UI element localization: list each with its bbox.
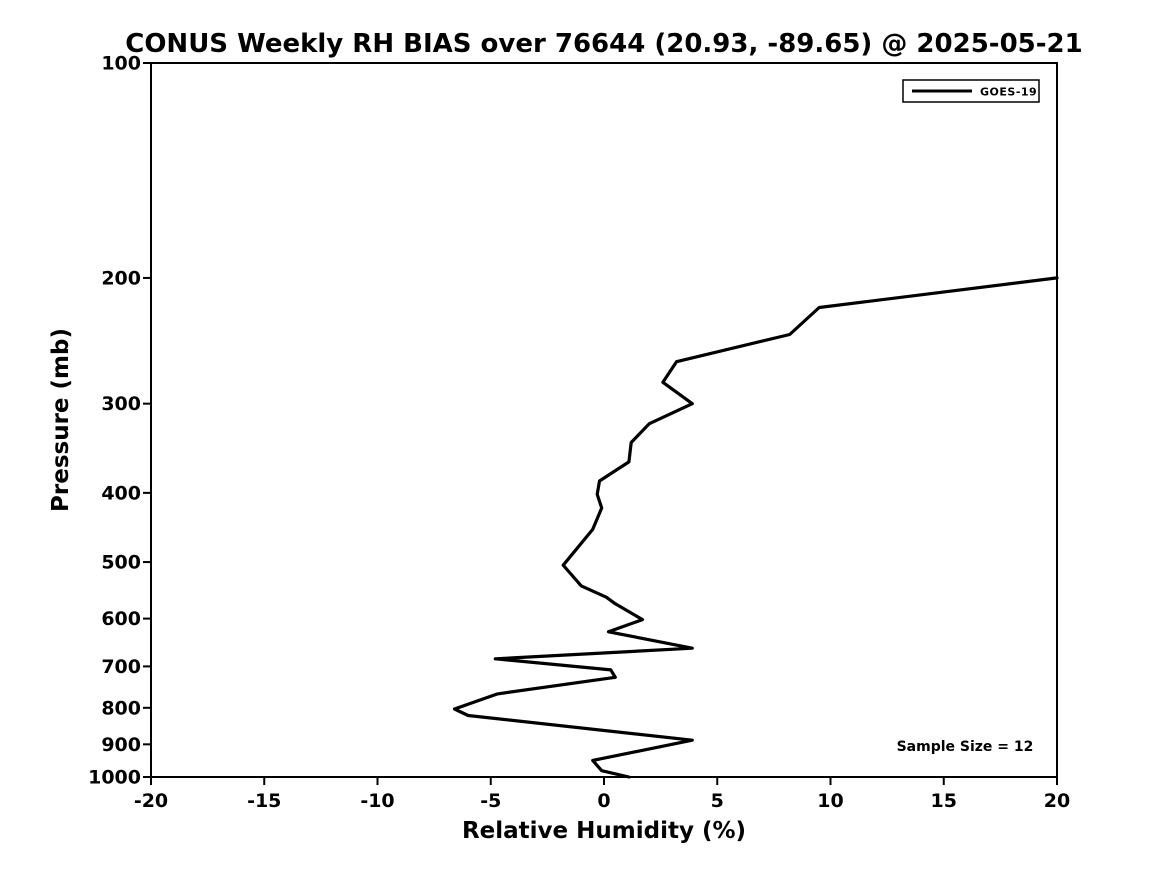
legend-label: GOES-19	[980, 86, 1037, 99]
x-tick-label: -20	[134, 790, 168, 812]
x-tick-label: -10	[360, 790, 394, 812]
x-tick-label: -15	[247, 790, 281, 812]
y-axis-ticks: 100 200 300 400 500 600 700 800 900 1000	[88, 53, 151, 789]
x-tick-label: 15	[931, 790, 957, 812]
y-tick-label: 500	[101, 552, 141, 574]
x-axis-label: Relative Humidity (%)	[462, 818, 746, 844]
chart-title: CONUS Weekly RH BIAS over 76644 (20.93, …	[125, 29, 1082, 59]
sample-size-annotation: Sample Size = 12	[897, 739, 1034, 755]
y-tick-label: 800	[101, 697, 141, 719]
y-tick-label: 400	[101, 482, 141, 504]
y-tick-label: 300	[101, 393, 141, 415]
x-tick-label: 20	[1044, 790, 1070, 812]
x-axis-ticks: -20 -15 -10 -5 0 5 10 15 20	[134, 777, 1070, 812]
x-tick-label: 5	[711, 790, 724, 812]
y-tick-label: 600	[101, 608, 141, 630]
goes19-bias-line	[452, 276, 1059, 779]
legend: GOES-19	[902, 79, 1040, 103]
x-tick-label: 10	[817, 790, 843, 812]
x-tick-label: 0	[597, 790, 610, 812]
x-tick-label: -5	[480, 790, 501, 812]
y-tick-label: 100	[101, 53, 141, 75]
y-tick-label: 1000	[88, 767, 141, 789]
y-tick-label: 200	[101, 267, 141, 289]
y-tick-label: 700	[101, 656, 141, 678]
y-tick-label: 900	[101, 734, 141, 756]
y-axis-label: Pressure (mb)	[48, 328, 74, 512]
